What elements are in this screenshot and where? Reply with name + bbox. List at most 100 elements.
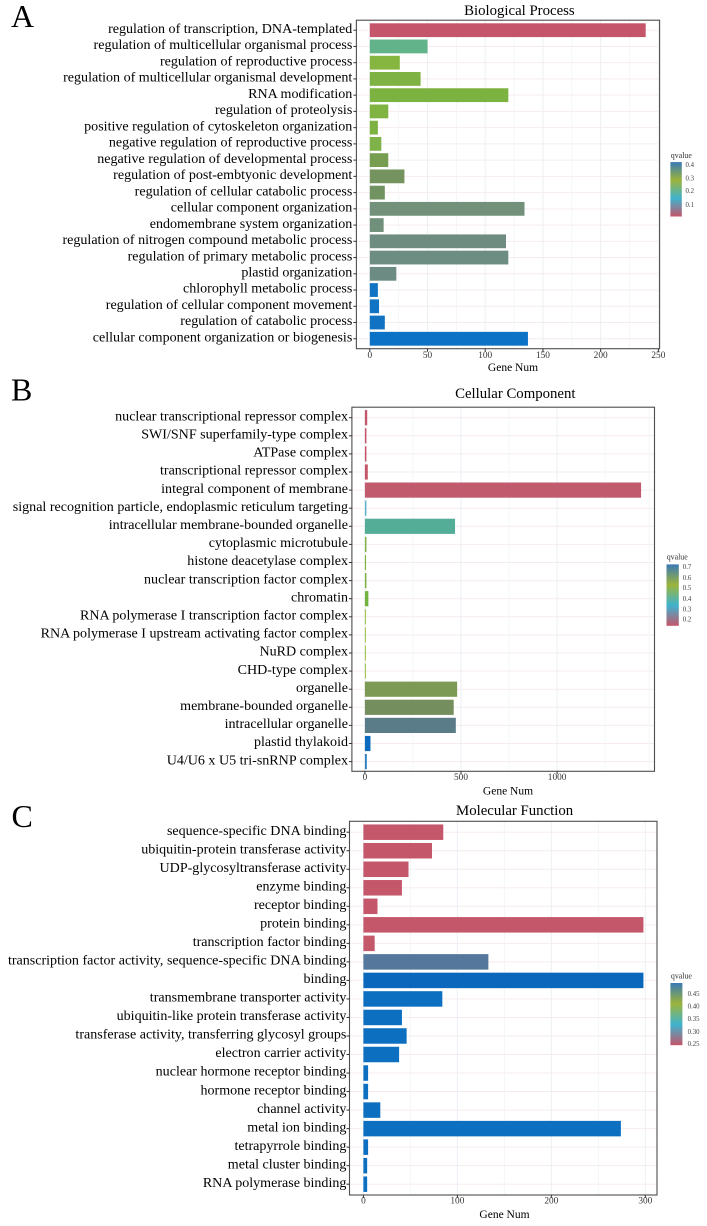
svg-text:transcription factor activity,: transcription factor activity, sequence-… [8,953,346,969]
svg-text:protein binding: protein binding [260,916,346,932]
svg-text:0.4: 0.4 [686,162,695,169]
svg-text:RNA polymerase I transcription: RNA polymerase I transcription factor co… [80,608,348,624]
svg-text:sequence-specific DNA binding: sequence-specific DNA binding [167,823,346,839]
svg-text:chromatin: chromatin [291,589,348,605]
svg-text:negative regulation of develop: negative regulation of developmental pro… [97,151,352,167]
svg-text:organelle: organelle [296,680,348,696]
svg-text:transcription factor binding: transcription factor binding [193,934,347,950]
svg-text:positive regulation of cytoske: positive regulation of cytoskeleton orga… [84,118,352,134]
svg-text:receptor binding: receptor binding [254,897,346,913]
svg-text:qvalue: qvalue [671,151,693,160]
svg-text:CHD-type complex: CHD-type complex [238,662,348,678]
svg-text:0: 0 [361,1196,366,1206]
svg-text:ATPase complex: ATPase complex [253,445,348,461]
svg-text:ubiquitin-like protein transfe: ubiquitin-like protein transferase activ… [117,1008,347,1024]
svg-text:UDP-glycosyltransferase activi: UDP-glycosyltransferase activity [160,860,347,876]
svg-text:regulation of proteolysis: regulation of proteolysis [215,102,352,118]
svg-text:0.5: 0.5 [683,585,692,592]
svg-text:0: 0 [367,351,372,361]
svg-text:300: 300 [638,1196,652,1206]
svg-text:0.45: 0.45 [688,991,700,998]
svg-text:histone deacetylase complex: histone deacetylase complex [187,553,348,569]
svg-text:Molecular Function: Molecular Function [456,803,574,819]
svg-text:cellular component organizatio: cellular component organization or bioge… [93,329,353,345]
svg-text:enzyme binding: enzyme binding [256,878,346,894]
svg-text:intracellular membrane-bounded: intracellular membrane-bounded organelle [109,517,348,533]
svg-text:0.3: 0.3 [683,606,692,613]
svg-text:150: 150 [536,351,550,361]
svg-text:Cellular Component: Cellular Component [455,386,576,402]
svg-text:0.30: 0.30 [688,1029,700,1036]
svg-text:1000: 1000 [548,773,567,783]
svg-text:regulation of reproductive pro: regulation of reproductive process [160,53,352,69]
svg-text:C: C [12,798,33,834]
svg-text:qvalue: qvalue [671,971,693,980]
svg-text:NuRD complex: NuRD complex [259,644,348,660]
svg-text:negative regulation of reprodu: negative regulation of reproductive proc… [109,135,352,151]
svg-text:endomembrane system organizati: endomembrane system organization [150,216,353,232]
svg-text:0.2: 0.2 [686,188,695,195]
svg-text:electron carrier activity: electron carrier activity [215,1045,346,1061]
svg-text:0.2: 0.2 [683,617,692,624]
svg-text:0.4: 0.4 [683,596,692,603]
svg-text:cytoplasmic microtubule: cytoplasmic microtubule [209,535,348,551]
svg-text:plastid thylakoid: plastid thylakoid [254,734,348,750]
svg-text:regulation of multicellular or: regulation of multicellular organismal d… [63,70,352,86]
svg-text:regulation of transcription, D: regulation of transcription, DNA-templat… [108,21,352,37]
svg-text:100: 100 [450,1196,464,1206]
svg-text:regulation of primary metaboli: regulation of primary metabolic process [128,248,353,264]
svg-text:regulation of nitrogen compoun: regulation of nitrogen compound metaboli… [62,232,352,248]
svg-text:ubiquitin-protein transferase: ubiquitin-protein transferase activity [141,841,346,857]
svg-text:hormone receptor binding: hormone receptor binding [201,1082,347,1098]
svg-text:100: 100 [478,351,492,361]
svg-text:metal ion binding: metal ion binding [247,1119,346,1135]
svg-text:Biological Process: Biological Process [464,3,575,19]
svg-text:nuclear transcription factor c: nuclear transcription factor complex [144,571,348,587]
svg-text:regulation of cellular catabol: regulation of cellular catabolic process [135,183,353,199]
svg-text:nuclear hormone receptor bindi: nuclear hormone receptor binding [156,1064,347,1080]
svg-text:0.35: 0.35 [688,1016,700,1023]
svg-text:transcriptional repressor comp: transcriptional repressor complex [160,463,348,479]
svg-text:binding: binding [303,971,346,987]
svg-text:intracellular organelle: intracellular organelle [225,716,348,732]
svg-text:signal recognition particle, e: signal recognition particle, endoplasmic… [13,499,348,515]
svg-text:plastid organization: plastid organization [241,265,352,281]
svg-text:transmembrane transporter acti: transmembrane transporter activity [150,990,347,1006]
svg-text:50: 50 [423,351,433,361]
svg-text:RNA modification: RNA modification [248,86,352,102]
svg-text:0.3: 0.3 [686,175,695,182]
svg-text:0.6: 0.6 [683,575,692,582]
svg-text:Gene Num: Gene Num [483,786,533,798]
svg-text:250: 250 [651,351,665,361]
svg-text:regulation of catabolic proces: regulation of catabolic process [180,313,352,329]
svg-text:0: 0 [363,773,368,783]
svg-text:SWI/SNF superfamily-type compl: SWI/SNF superfamily-type complex [141,427,348,443]
svg-text:transferase activity, transfer: transferase activity, transferring glyco… [75,1027,346,1043]
svg-text:0.7: 0.7 [683,564,692,571]
svg-text:membrane-bounded organelle: membrane-bounded organelle [180,698,348,714]
svg-text:regulation of post-embtyonic d: regulation of post-embtyonic development [113,167,352,183]
svg-text:Gene Num: Gene Num [479,1209,529,1221]
svg-text:A: A [11,0,34,34]
svg-text:chlorophyll metabolic process: chlorophyll metabolic process [183,281,352,297]
svg-text:regulation of multicellular or: regulation of multicellular organismal p… [94,37,353,53]
svg-text:200: 200 [594,351,608,361]
svg-text:tetrapyrrole binding: tetrapyrrole binding [234,1138,346,1154]
svg-text:Gene Num: Gene Num [488,362,538,374]
svg-text:0.40: 0.40 [688,1004,700,1011]
svg-text:qvalue: qvalue [667,552,689,561]
svg-text:regulation of cellular compone: regulation of cellular component movemen… [106,297,353,313]
svg-text:500: 500 [454,773,468,783]
svg-text:RNA polymerase binding: RNA polymerase binding [203,1175,347,1191]
svg-text:B: B [11,372,32,408]
svg-text:cellular component organizatio: cellular component organization [171,200,353,216]
svg-text:RNA polymerase I upstream acti: RNA polymerase I upstream activating fac… [41,626,348,642]
svg-text:integral component of membrane: integral component of membrane [161,481,348,497]
svg-text:metal cluster binding: metal cluster binding [228,1156,347,1172]
svg-text:nuclear transcriptional repres: nuclear transcriptional repressor comple… [115,408,348,424]
svg-text:0.25: 0.25 [688,1041,700,1048]
svg-text:200: 200 [544,1196,558,1206]
svg-text:channel activity: channel activity [257,1101,346,1117]
svg-text:U4/U6 x U5 tri-snRNP complex: U4/U6 x U5 tri-snRNP complex [167,752,348,768]
svg-text:0.1: 0.1 [686,202,695,209]
